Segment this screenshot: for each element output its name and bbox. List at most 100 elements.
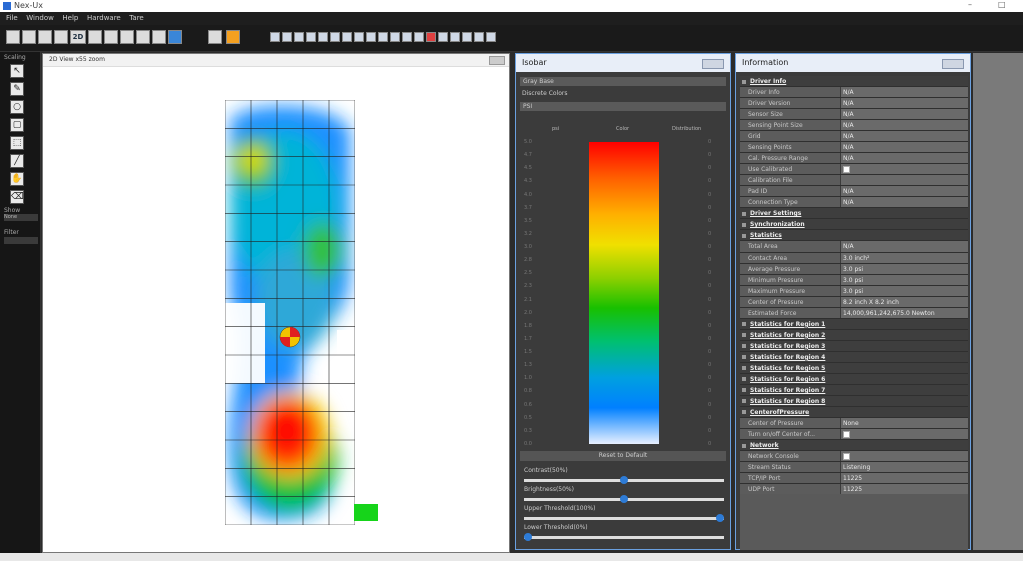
property-value[interactable]: N/A (841, 142, 968, 153)
region-5-icon[interactable] (318, 32, 328, 42)
view-2d-menu-button[interactable] (489, 56, 505, 65)
expand-icon[interactable] (742, 222, 746, 227)
show-field[interactable]: None (4, 214, 38, 221)
layout-icon[interactable] (136, 30, 150, 44)
camera-icon[interactable] (208, 30, 222, 44)
select-area-icon[interactable]: ⬚ (10, 136, 24, 150)
property-value[interactable]: N/A (841, 98, 968, 109)
property-group[interactable]: Statistics for Region 5 (740, 362, 968, 374)
region-2-icon[interactable] (282, 32, 292, 42)
view-2d-button[interactable]: 2D (70, 30, 86, 44)
expand-icon[interactable] (742, 355, 746, 360)
expand-icon[interactable] (742, 211, 746, 216)
property-row[interactable]: Network Console (740, 451, 968, 463)
property-row[interactable]: Connection Type N/A (740, 197, 968, 209)
property-row[interactable]: Center of Pressure None (740, 417, 968, 429)
property-group-label[interactable]: Driver Info (742, 76, 786, 87)
region-12-icon[interactable] (402, 32, 412, 42)
property-group-label[interactable]: Statistics for Region 8 (742, 396, 825, 407)
property-value[interactable]: 8.2 inch X 8.2 inch (841, 296, 968, 307)
property-group[interactable]: Synchronization (740, 219, 968, 231)
discrete-colors-label[interactable]: Discrete Colors (522, 90, 568, 97)
list-icon[interactable] (152, 30, 166, 44)
open-icon[interactable] (22, 30, 36, 44)
expand-icon[interactable] (742, 377, 746, 382)
property-value[interactable]: N/A (841, 186, 968, 197)
property-value[interactable]: 11225 (841, 484, 968, 495)
lower-threshold-slider[interactable] (524, 533, 724, 541)
property-group[interactable]: Driver Info (740, 76, 968, 88)
tool-e-icon[interactable] (486, 32, 496, 42)
region-9-icon[interactable] (366, 32, 376, 42)
hand-icon[interactable]: ✋ (10, 172, 24, 186)
expand-icon[interactable] (742, 344, 746, 349)
property-group[interactable]: Statistics for Region 6 (740, 373, 968, 385)
line-icon[interactable]: ╱ (10, 154, 24, 168)
property-row[interactable]: Pad ID N/A (740, 186, 968, 198)
property-row[interactable]: Driver Info N/A (740, 87, 968, 99)
upper-threshold-knob[interactable] (716, 514, 724, 522)
property-value[interactable]: 3.0 psi (841, 274, 968, 285)
menu-tare[interactable]: Tare (129, 14, 144, 22)
bars-icon[interactable] (104, 30, 118, 44)
pointer-icon[interactable]: ↖ (10, 64, 24, 78)
expand-icon[interactable] (742, 366, 746, 371)
property-row[interactable]: Average Pressure 3.0 psi (740, 263, 968, 275)
property-row[interactable]: Use Calibrated (740, 164, 968, 176)
property-value[interactable]: N/A (841, 109, 968, 120)
property-group[interactable]: Statistics for Region 2 (740, 329, 968, 341)
tool-d-icon[interactable] (474, 32, 484, 42)
property-value[interactable]: None (841, 417, 968, 428)
property-value[interactable]: N/A (841, 87, 968, 98)
save-icon[interactable] (38, 30, 52, 44)
property-value[interactable]: 3.0 inch² (841, 252, 968, 263)
property-group[interactable]: Statistics for Region 8 (740, 395, 968, 407)
isobar-menu-button[interactable] (702, 59, 724, 69)
contrast-slider[interactable] (524, 476, 724, 484)
contrast-slider-knob[interactable] (620, 476, 628, 484)
maximize-button[interactable]: □ (998, 0, 1006, 9)
region-1-icon[interactable] (270, 32, 280, 42)
property-row[interactable]: Maximum Pressure 3.0 psi (740, 285, 968, 297)
region-4-icon[interactable] (306, 32, 316, 42)
new-icon[interactable] (6, 30, 20, 44)
property-row[interactable]: Stream Status Listening (740, 462, 968, 474)
property-row[interactable]: Grid N/A (740, 131, 968, 143)
property-value[interactable]: N/A (841, 197, 968, 208)
record-icon[interactable] (226, 30, 240, 44)
property-value[interactable]: 11225 (841, 473, 968, 484)
expand-icon[interactable] (742, 79, 746, 84)
property-group-label[interactable]: Statistics for Region 4 (742, 352, 825, 363)
region-11-icon[interactable] (390, 32, 400, 42)
property-group-label[interactable]: Statistics (742, 230, 782, 241)
expand-icon[interactable] (742, 443, 746, 448)
expand-icon[interactable] (742, 399, 746, 404)
property-group-label[interactable]: Driver Settings (742, 208, 801, 219)
checkbox[interactable] (843, 431, 850, 438)
menu-file[interactable]: File (6, 14, 18, 22)
graph-icon[interactable] (120, 30, 134, 44)
checkbox[interactable] (843, 166, 850, 174)
property-value[interactable]: N/A (841, 131, 968, 142)
property-value[interactable] (841, 164, 968, 175)
property-row[interactable]: Sensor Size N/A (740, 109, 968, 121)
property-row[interactable]: Calibration File (740, 175, 968, 187)
property-value[interactable]: 14,000,961,242,675.0 Newton (841, 307, 968, 318)
rectangle-icon[interactable]: ▢ (10, 118, 24, 132)
unit-select[interactable]: PSI (520, 102, 726, 111)
eraser-icon[interactable]: ⌫ (10, 190, 24, 204)
property-row[interactable]: Cal. Pressure Range N/A (740, 153, 968, 165)
property-row[interactable]: Turn on/off Center of... (740, 429, 968, 441)
region-10-icon[interactable] (378, 32, 388, 42)
property-row[interactable]: Driver Version N/A (740, 98, 968, 110)
property-value[interactable]: 3.0 psi (841, 263, 968, 274)
property-group-label[interactable]: CenterofPressure (742, 407, 809, 418)
expand-icon[interactable] (742, 410, 746, 415)
property-group[interactable]: Statistics for Region 4 (740, 351, 968, 363)
expand-icon[interactable] (742, 322, 746, 327)
property-group[interactable]: Driver Settings (740, 208, 968, 220)
property-row[interactable]: Sensing Points N/A (740, 142, 968, 154)
property-row[interactable]: TCP/IP Port 11225 (740, 473, 968, 485)
filter-field[interactable] (4, 237, 38, 244)
circle-icon[interactable]: ○ (10, 100, 24, 114)
